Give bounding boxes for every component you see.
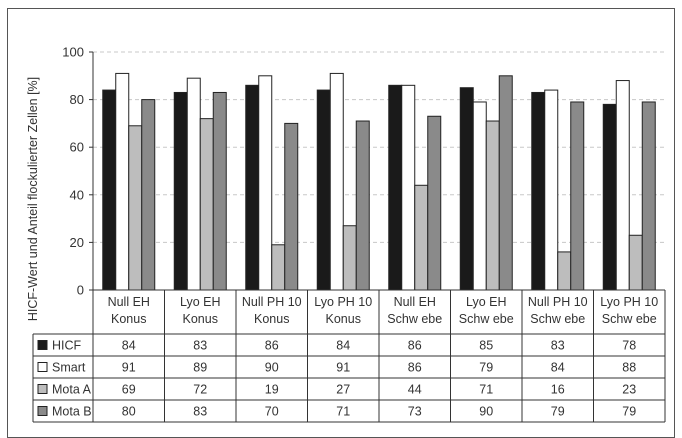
data-label: 78 — [622, 339, 636, 353]
y-tick-label: 60 — [70, 140, 84, 155]
data-label: 83 — [193, 405, 207, 419]
x-tick-label: Lyo EH — [180, 295, 221, 309]
data-label: 79 — [622, 405, 636, 419]
bar — [459, 87, 474, 291]
bar — [472, 101, 487, 291]
bar — [570, 101, 585, 291]
data-label: 91 — [336, 361, 350, 375]
x-tick-label: Schw ebe — [387, 312, 442, 326]
legend-swatch — [37, 362, 48, 372]
x-tick-label: Schw ebe — [459, 312, 514, 326]
x-tick-label: Null PH 10 — [528, 295, 588, 309]
data-label: 83 — [193, 339, 207, 353]
data-label: 44 — [408, 383, 422, 397]
legend-label: Mota B — [52, 405, 92, 419]
legend-swatch — [37, 384, 48, 394]
data-label: 16 — [551, 383, 565, 397]
bar — [284, 122, 299, 291]
bar-chart: 0 20 40 60 80 100 HICF-Wert und Anteil flockul… — [26, 45, 666, 423]
data-label: 84 — [336, 339, 350, 353]
data-label: 79 — [479, 361, 493, 375]
x-tick-label: Null EH — [108, 295, 150, 309]
bar — [628, 234, 643, 291]
bar — [615, 80, 630, 291]
data-label: 71 — [479, 383, 493, 397]
y-axis-label: HICF-Wert und Anteil flockulierter Zelle… — [26, 77, 40, 321]
data-label: 27 — [336, 383, 350, 397]
bar — [316, 89, 331, 291]
bar — [388, 84, 403, 291]
y-tick-label: 80 — [70, 92, 84, 107]
legend-label: Smart — [52, 361, 86, 375]
data-label: 80 — [122, 405, 136, 419]
x-tick-label: Schw ebe — [602, 312, 657, 326]
bar — [557, 251, 572, 291]
x-tick-label: Null EH — [394, 295, 436, 309]
data-label: 90 — [479, 405, 493, 419]
bar — [271, 244, 286, 291]
data-label: 85 — [479, 339, 493, 353]
data-label: 79 — [551, 405, 565, 419]
data-label: 84 — [122, 339, 136, 353]
x-tick-label: Konus — [183, 312, 218, 326]
data-label: 70 — [265, 405, 279, 419]
y-tick-label: 40 — [70, 187, 84, 202]
x-tick-label: Konus — [254, 312, 289, 326]
bar — [355, 120, 370, 291]
data-label: 86 — [265, 339, 279, 353]
legend-swatch — [37, 406, 48, 416]
bar — [115, 72, 130, 291]
data-label: 84 — [551, 361, 565, 375]
x-tick-label: Konus — [326, 312, 361, 326]
data-label: 90 — [265, 361, 279, 375]
bar — [258, 75, 273, 291]
bar — [427, 115, 442, 291]
x-tick-label: Lyo EH — [466, 295, 507, 309]
legend-label: HICF — [52, 339, 82, 353]
data-label: 71 — [336, 405, 350, 419]
bar — [531, 91, 546, 291]
bar — [102, 89, 117, 291]
data-label: 73 — [408, 405, 422, 419]
data-label: 72 — [193, 383, 207, 397]
x-tick-label: Lyo PH 10 — [314, 295, 372, 309]
bar — [544, 89, 559, 291]
bar — [245, 84, 260, 291]
x-tick-label: Konus — [111, 312, 146, 326]
data-label: 83 — [551, 339, 565, 353]
data-label: 91 — [122, 361, 136, 375]
data-label: 69 — [122, 383, 136, 397]
y-tick-label: 0 — [77, 283, 84, 298]
bar — [141, 99, 156, 291]
data-label: 86 — [408, 361, 422, 375]
bar — [414, 184, 429, 291]
bar — [329, 72, 344, 291]
data-label: 88 — [622, 361, 636, 375]
bar — [342, 225, 357, 291]
bar — [199, 118, 214, 291]
bar — [485, 120, 500, 291]
y-tick-label: 100 — [62, 45, 84, 60]
bar — [128, 125, 143, 291]
legend-swatch — [37, 340, 48, 350]
bar — [602, 103, 617, 291]
y-tick-label: 20 — [70, 235, 84, 250]
bar — [498, 75, 513, 291]
bar — [401, 84, 416, 291]
data-label: 23 — [622, 383, 636, 397]
bar — [186, 77, 201, 291]
legend-label: Mota A — [52, 383, 92, 397]
bar — [173, 91, 188, 291]
bar — [212, 91, 227, 291]
data-label: 89 — [193, 361, 207, 375]
bar — [641, 101, 656, 291]
data-label: 86 — [408, 339, 422, 353]
data-label: 19 — [265, 383, 279, 397]
x-tick-label: Null PH 10 — [242, 295, 302, 309]
x-tick-label: Lyo PH 10 — [600, 295, 658, 309]
x-tick-label: Schw ebe — [530, 312, 585, 326]
